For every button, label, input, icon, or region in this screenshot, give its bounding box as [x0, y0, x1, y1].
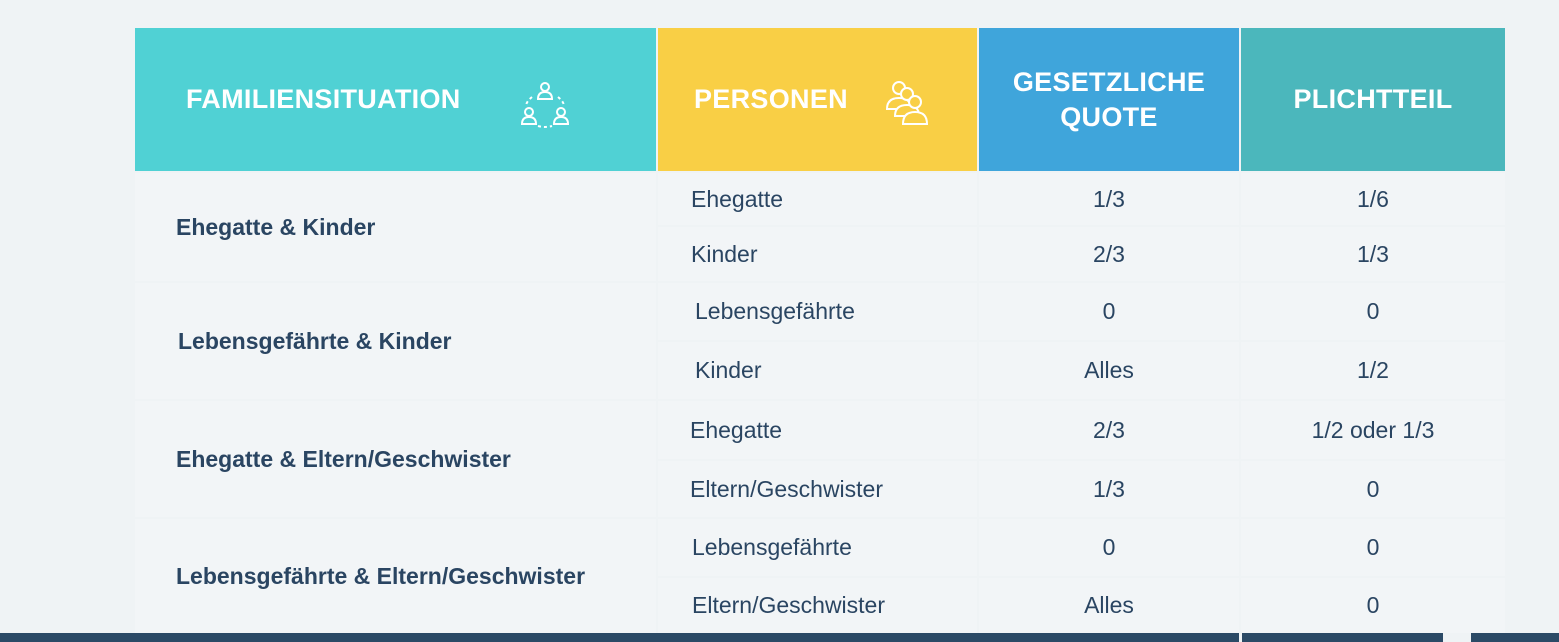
- situation-cell: Lebensgefährte & Eltern/Geschwister: [135, 519, 656, 633]
- pflichtteil-cell: 1/2: [1241, 342, 1505, 399]
- footer-divider: [1239, 633, 1242, 642]
- header-personen: PERSONEN: [658, 28, 977, 171]
- pflichtteil-cell: 1/6: [1241, 173, 1505, 225]
- person-cell: Ehegatte: [658, 401, 977, 459]
- quote-cell: 0: [979, 519, 1239, 576]
- header-familiensituation: FAMILIENSITUATION: [135, 28, 656, 171]
- people-group-icon: [885, 81, 929, 125]
- header-familiensituation-label: FAMILIENSITUATION: [186, 84, 461, 114]
- family-circle-icon: [520, 82, 570, 128]
- pflichtteil-cell: 1/3: [1241, 227, 1505, 281]
- person-cell: Ehegatte: [658, 173, 977, 225]
- person-cell: Kinder: [658, 342, 977, 399]
- pflichtteil-cell: 0: [1241, 578, 1505, 633]
- person-cell: Lebensgefährte: [658, 519, 977, 576]
- footer-bar: [0, 633, 1559, 642]
- page-margin: [1505, 0, 1559, 633]
- header-pflichtteil-label: PLICHTTEIL: [1293, 84, 1453, 114]
- person-cell: Eltern/Geschwister: [658, 578, 977, 633]
- quote-cell: 2/3: [979, 401, 1239, 459]
- pflichtteil-cell: 0: [1241, 461, 1505, 517]
- pflichtteil-cell: 0: [1241, 519, 1505, 576]
- quote-cell: Alles: [979, 342, 1239, 399]
- header-personen-label: PERSONEN: [694, 84, 848, 114]
- quote-cell: 1/3: [979, 173, 1239, 225]
- quote-cell: 2/3: [979, 227, 1239, 281]
- pflichtteil-cell: 0: [1241, 283, 1505, 340]
- quote-cell: 1/3: [979, 461, 1239, 517]
- header-pflichtteil: PLICHTTEIL: [1241, 28, 1505, 171]
- situation-cell: Ehegatte & Kinder: [135, 173, 656, 281]
- pflichtteil-cell: 1/2 oder 1/3: [1241, 401, 1505, 459]
- situation-cell: Ehegatte & Eltern/Geschwister: [135, 401, 656, 517]
- person-cell: Eltern/Geschwister: [658, 461, 977, 517]
- person-cell: Kinder: [658, 227, 977, 281]
- header-quote-line1: GESETZLICHE: [1012, 66, 1206, 97]
- footer-divider: [1443, 633, 1471, 642]
- header-quote-line2: QUOTE: [1060, 101, 1158, 132]
- person-cell: Lebensgefährte: [658, 283, 977, 340]
- situation-cell: Lebensgefährte & Kinder: [135, 283, 656, 399]
- header-gesetzliche-quote: GESETZLICHE QUOTE: [979, 28, 1239, 171]
- quote-cell: 0: [979, 283, 1239, 340]
- quote-cell: Alles: [979, 578, 1239, 633]
